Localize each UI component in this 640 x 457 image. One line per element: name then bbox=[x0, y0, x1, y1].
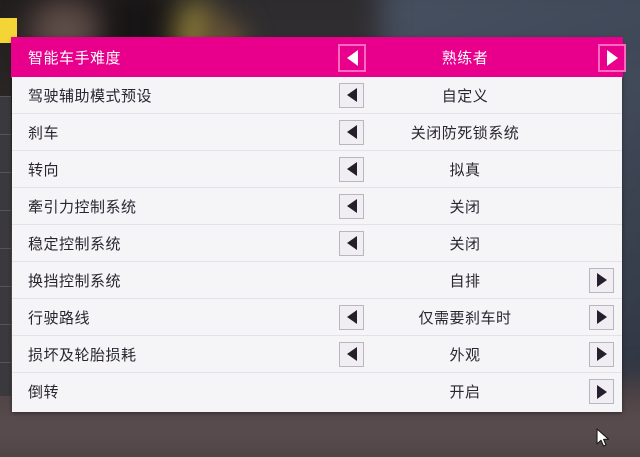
settings-row[interactable]: 换挡控制系统 自排 bbox=[12, 262, 622, 299]
settings-row-value-text: 外观 bbox=[449, 345, 481, 364]
triangle-left-icon[interactable] bbox=[338, 43, 366, 72]
triangle-left-glyph bbox=[346, 347, 357, 361]
settings-row-value: 关闭防死锁系统 bbox=[12, 122, 622, 143]
settings-row[interactable]: 转向 拟真 bbox=[12, 151, 622, 188]
triangle-left-icon[interactable] bbox=[339, 82, 364, 108]
left-edge-strip-segment bbox=[0, 172, 11, 173]
triangle-left-glyph bbox=[346, 236, 357, 250]
settings-row[interactable]: 损坏及轮胎损耗 外观 bbox=[12, 336, 622, 373]
settings-row-label: 稳定控制系统 bbox=[28, 234, 122, 253]
settings-row-value-text: 自定义 bbox=[441, 86, 489, 105]
settings-row[interactable]: 牽引力控制系统 关闭 bbox=[12, 188, 622, 225]
triangle-left-icon[interactable] bbox=[339, 230, 364, 256]
left-edge-strip-segment bbox=[0, 134, 11, 135]
triangle-left-icon[interactable] bbox=[339, 304, 364, 330]
triangle-left-glyph bbox=[346, 88, 357, 102]
settings-row-label: 损坏及轮胎损耗 bbox=[28, 345, 137, 364]
settings-row-value-text: 自排 bbox=[449, 271, 481, 290]
settings-row[interactable]: 刹车 关闭防死锁系统 bbox=[12, 114, 622, 151]
triangle-right-glyph bbox=[606, 49, 618, 66]
triangle-left-glyph bbox=[346, 162, 357, 176]
triangle-left-icon[interactable] bbox=[339, 156, 364, 182]
triangle-right-glyph bbox=[596, 310, 607, 324]
triangle-right-icon[interactable] bbox=[598, 43, 626, 72]
settings-row[interactable]: 倒转 开启 bbox=[12, 373, 622, 410]
settings-row-value-text: 关闭防死锁系统 bbox=[410, 123, 520, 142]
left-edge-strip-segment bbox=[0, 324, 11, 325]
triangle-right-glyph bbox=[596, 273, 607, 287]
left-edge-strip-segment bbox=[0, 96, 11, 97]
triangle-right-glyph bbox=[596, 384, 607, 399]
settings-row[interactable]: 智能车手难度 熟练者 bbox=[12, 38, 626, 77]
left-edge-strip-segment bbox=[0, 210, 11, 211]
left-edge-strip bbox=[0, 96, 11, 396]
settings-row-value-text: 熟练者 bbox=[441, 49, 489, 67]
settings-row-value-text: 关闭 bbox=[449, 197, 481, 216]
settings-row[interactable]: 驾驶辅助模式预设 自定义 bbox=[12, 77, 622, 114]
left-edge-strip-segment bbox=[0, 248, 11, 249]
triangle-right-icon[interactable] bbox=[589, 304, 614, 330]
triangle-right-glyph bbox=[596, 347, 607, 361]
settings-row-label: 倒转 bbox=[28, 383, 60, 401]
triangle-left-glyph bbox=[346, 49, 358, 66]
settings-row-label: 刹车 bbox=[28, 123, 60, 142]
settings-row-value: 开启 bbox=[12, 381, 622, 402]
left-edge-strip-segment bbox=[0, 286, 11, 287]
triangle-right-icon[interactable] bbox=[589, 267, 614, 293]
triangle-left-icon[interactable] bbox=[339, 193, 364, 219]
settings-row-value-text: 仅需要刹车时 bbox=[418, 308, 512, 327]
settings-row-label: 转向 bbox=[28, 160, 60, 179]
settings-panel: 智能车手难度 熟练者驾驶辅助模式预设 自定义刹车 关闭防死锁系统转向 拟真牽引力控制系统… bbox=[12, 38, 626, 412]
triangle-left-glyph bbox=[346, 310, 357, 324]
settings-row-value: 仅需要刹车时 bbox=[12, 307, 622, 328]
settings-row-value-text: 拟真 bbox=[449, 160, 481, 179]
settings-row-label: 牽引力控制系统 bbox=[28, 197, 137, 216]
mouse-pointer-icon bbox=[596, 428, 610, 447]
settings-row-value: 拟真 bbox=[12, 159, 622, 180]
settings-row-label: 行驶路线 bbox=[28, 308, 91, 327]
yellow-marker bbox=[0, 18, 17, 43]
settings-row-value-text: 开启 bbox=[449, 383, 481, 401]
settings-row-label: 换挡控制系统 bbox=[28, 271, 122, 290]
triangle-left-glyph bbox=[346, 125, 357, 139]
left-edge-strip-segment bbox=[0, 362, 11, 363]
settings-row-value-text: 关闭 bbox=[449, 234, 481, 253]
triangle-right-icon[interactable] bbox=[589, 379, 614, 404]
triangle-left-icon[interactable] bbox=[339, 119, 364, 145]
triangle-left-icon[interactable] bbox=[339, 341, 364, 367]
settings-row[interactable]: 行驶路线 仅需要刹车时 bbox=[12, 299, 622, 336]
triangle-right-icon[interactable] bbox=[589, 341, 614, 367]
settings-row-label: 智能车手难度 bbox=[28, 49, 122, 67]
settings-row[interactable]: 稳定控制系统 关闭 bbox=[12, 225, 622, 262]
triangle-left-glyph bbox=[346, 199, 357, 213]
settings-row-label: 驾驶辅助模式预设 bbox=[28, 86, 153, 105]
